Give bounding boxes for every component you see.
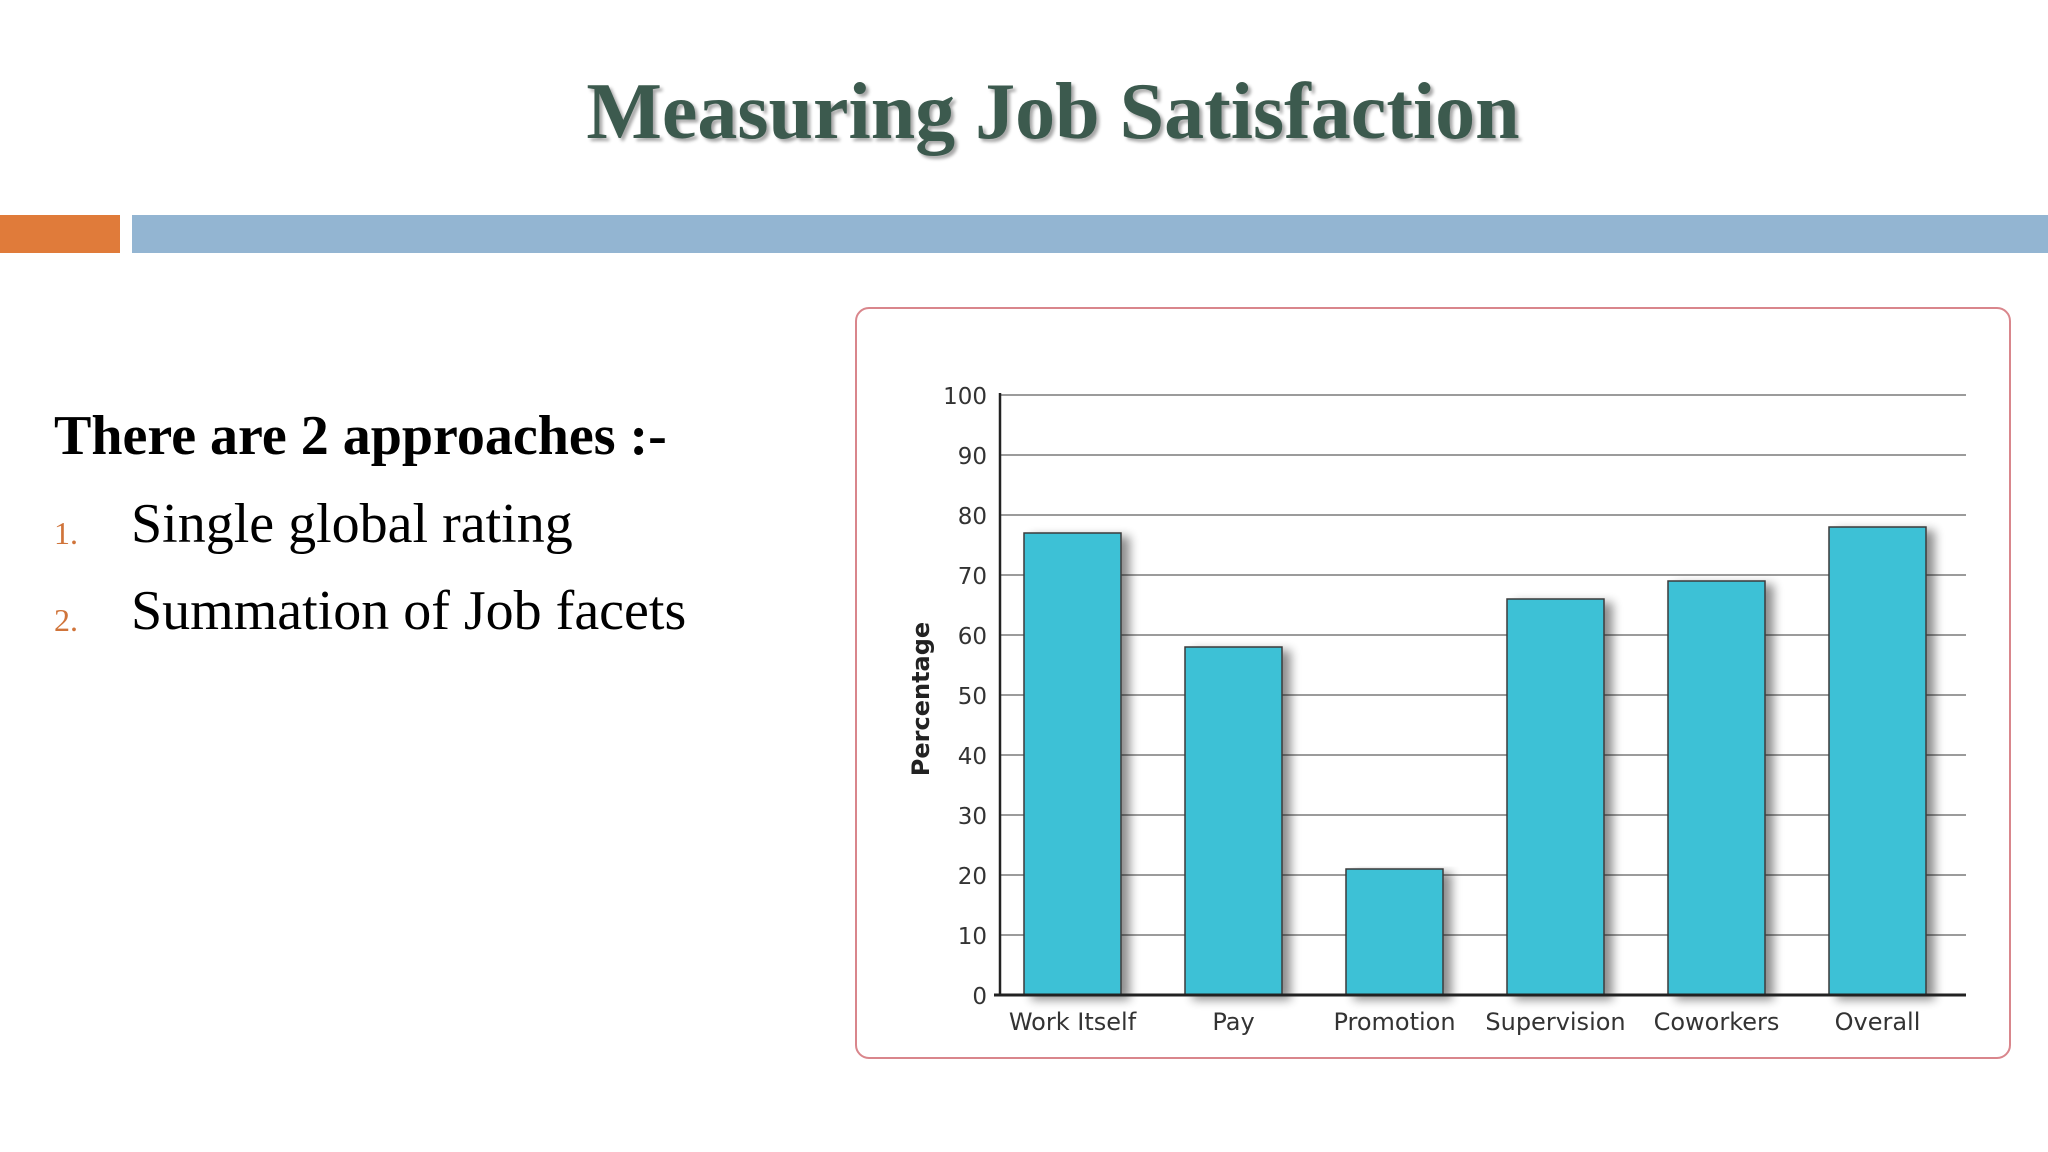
y-tick-label: 10 — [958, 924, 987, 950]
x-tick-label: Work Itself — [1009, 1008, 1137, 1036]
bar-chart-panel: 0 10 20 30 40 50 60 70 80 90 100 Work Itself Pay Prom… — [855, 307, 2011, 1059]
slide-title: Measuring Job Satisfaction — [586, 68, 1520, 156]
bar — [1345, 868, 1444, 996]
y-tick-label: 90 — [958, 444, 987, 470]
y-tick-label: 40 — [958, 744, 987, 770]
y-tick-label: 100 — [943, 384, 987, 410]
bar — [1506, 598, 1605, 996]
list-number: 2. — [54, 602, 78, 638]
header-accent-orange-bar — [0, 215, 120, 253]
y-tick-label: 60 — [958, 624, 987, 650]
intro-text: There are 2 approaches :- — [54, 405, 667, 467]
bar — [1667, 580, 1766, 996]
x-tick-label: Pay — [1212, 1008, 1254, 1036]
x-tick-label: Promotion — [1333, 1008, 1455, 1036]
y-tick-label: 70 — [958, 564, 987, 590]
y-axis-label: Percentage — [907, 622, 935, 776]
bar — [1023, 532, 1122, 996]
x-tick-label: Overall — [1835, 1008, 1921, 1036]
x-tick-label: Coworkers — [1654, 1008, 1780, 1036]
list-text: Summation of Job facets — [131, 580, 687, 642]
bar-chart: 0 10 20 30 40 50 60 70 80 90 100 Work Itself Pay Prom… — [907, 384, 1966, 1036]
header-accent-blue-bar — [132, 215, 2048, 253]
x-tick-label: Supervision — [1485, 1008, 1625, 1036]
y-tick-label: 20 — [958, 864, 987, 890]
list-number: 1. — [54, 515, 78, 551]
y-tick-label: 50 — [958, 684, 987, 710]
y-tick-label: 0 — [972, 984, 987, 1010]
y-tick-label: 80 — [958, 504, 987, 530]
y-tick-label: 30 — [958, 804, 987, 830]
bar — [1828, 526, 1927, 996]
bar — [1184, 646, 1283, 996]
list-text: Single global rating — [131, 493, 573, 555]
